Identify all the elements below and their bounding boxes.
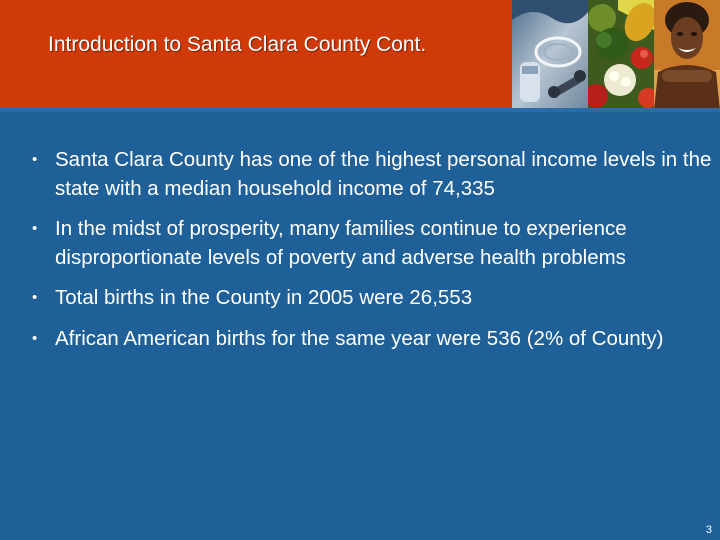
bullet-item: • Total births in the County in 2005 wer…	[32, 284, 712, 313]
bullet-dot-icon: •	[32, 151, 38, 168]
bullet-text: In the midst of prosperity, many familie…	[55, 217, 627, 269]
smiling-woman-photo	[654, 0, 720, 110]
bullet-list: • Santa Clara County has one of the high…	[32, 146, 712, 365]
bullet-item: • In the midst of prosperity, many famil…	[32, 215, 712, 272]
bullet-dot-icon: •	[32, 329, 38, 347]
vegetables-photo	[588, 0, 654, 110]
bullet-text: Total births in the County in 2005 were …	[55, 286, 473, 309]
bullet-item: • African American births for the same y…	[32, 325, 712, 354]
bullet-text: Santa Clara County has one of the highes…	[55, 148, 712, 200]
page-number: 3	[705, 524, 712, 536]
slide-title: Introduction to Santa Clara County Cont.	[48, 33, 427, 56]
fitness-equipment-photo	[512, 0, 588, 110]
bullet-item: • Santa Clara County has one of the high…	[32, 146, 712, 203]
slide-header: Introduction to Santa Clara County Cont.	[0, 0, 720, 110]
bullet-text: African American births for the same yea…	[55, 326, 664, 350]
bullet-dot-icon: •	[32, 289, 38, 306]
bullet-dot-icon: •	[32, 220, 38, 237]
header-divider	[0, 108, 720, 112]
